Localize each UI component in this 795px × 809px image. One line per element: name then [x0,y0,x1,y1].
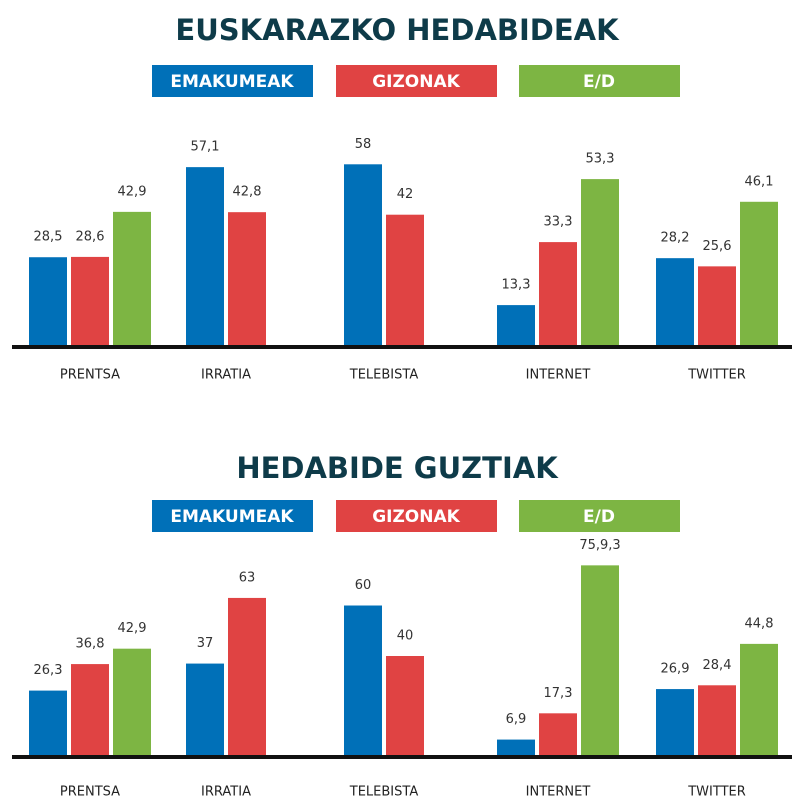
value-label: 26,9 [661,662,690,677]
value-label: 17,3 [544,686,573,701]
value-label: 42 [397,187,414,202]
bar [581,179,619,347]
chart-title: HEDABIDE GUZTIAK [236,451,559,485]
value-label: 28,4 [703,658,732,673]
bar [113,211,151,347]
value-label: 28,6 [76,229,105,244]
value-label: 58 [355,137,372,152]
bar [656,258,694,347]
value-label: 40 [397,629,414,644]
bar [698,266,736,347]
value-label: 63 [239,570,256,585]
x-tick-label: INTERNET [526,368,591,383]
bar [113,648,151,757]
bar [539,713,577,757]
bar [344,605,382,757]
bar [698,685,736,757]
legend-label: E/D [583,507,615,527]
bar [740,643,778,757]
bar [228,212,266,347]
bar [186,663,224,757]
bar [228,597,266,757]
value-label: 28,2 [661,231,690,246]
value-label: 36,8 [76,637,105,652]
value-label: 28,5 [34,230,63,245]
bar [186,167,224,347]
x-tick-label: PRENTSA [60,368,120,383]
value-label: 57,1 [191,140,220,155]
legend-swatch [152,65,313,97]
legend-label: EMAKUMEAK [170,507,294,527]
bar [497,305,535,347]
value-label: 53,3 [586,152,615,167]
legend-swatch [152,500,313,532]
legend-swatch [519,500,680,532]
value-label: 75,9,3 [579,538,620,553]
bar [29,257,67,347]
legend-label: EMAKUMEAK [170,72,294,92]
x-tick-label: TWITTER [687,785,746,800]
legend-swatch [336,500,497,532]
x-tick-label: IRRATIA [201,785,251,800]
legend-label: E/D [583,72,615,92]
legend-swatch [519,65,680,97]
value-label: 26,3 [34,663,63,678]
value-label: 44,8 [745,616,774,631]
value-label: 6,9 [506,712,527,727]
value-label: 33,3 [544,215,573,230]
x-tick-label: TELEBISTA [349,368,419,383]
bar [344,164,382,347]
value-label: 46,1 [745,174,774,189]
bar [656,689,694,757]
bar [71,256,109,347]
legend-swatch [336,65,497,97]
bar [497,739,535,757]
bar [539,242,577,347]
legend-label: GIZONAK [372,72,460,92]
bar [29,690,67,757]
bar [386,214,424,347]
x-tick-label: TELEBISTA [349,785,419,800]
value-label: 13,3 [502,278,531,293]
legend-label: GIZONAK [372,507,460,527]
bar [386,656,424,757]
x-tick-label: INTERNET [526,785,591,800]
value-label: 42,8 [233,185,262,200]
value-label: 60 [355,578,372,593]
x-tick-label: TWITTER [687,368,746,383]
bar [71,664,109,757]
bar [581,565,619,757]
x-tick-label: PRENTSA [60,785,120,800]
value-label: 42,9 [118,184,147,199]
bar [740,201,778,347]
value-label: 42,9 [118,621,147,636]
chart-title: EUSKARAZKO HEDABIDEAK [175,13,620,47]
x-tick-label: IRRATIA [201,368,251,383]
value-label: 37 [197,636,214,651]
value-label: 25,6 [703,239,732,254]
